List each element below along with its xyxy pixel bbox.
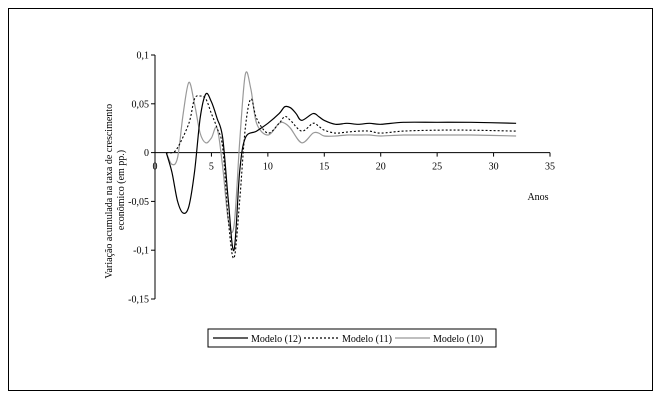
legend-label-modelo-12: Modelo (12): [251, 334, 301, 345]
x-tick-label: 30: [489, 162, 499, 173]
legend-label-modelo-11: Modelo (11): [342, 334, 392, 345]
series-line-modelo-12: [165, 92, 517, 251]
x-axis-label: Anos: [527, 192, 548, 203]
y-tick-label: -0,1: [133, 246, 149, 257]
x-tick-label: 0: [153, 162, 158, 173]
x-tick-label: 5: [209, 162, 214, 173]
y-axis-label-line-1: Variação acumulada na taxa de cresciment…: [104, 104, 115, 279]
y-tick-label: 0,1: [137, 51, 150, 62]
legend: Modelo (12) Modelo (11) Modelo (10): [207, 328, 497, 348]
x-tick-label: 10: [263, 162, 273, 173]
y-tick-label: 0: [144, 148, 149, 159]
y-tick-label: -0,05: [128, 197, 149, 208]
series-line-modelo-11: [166, 95, 517, 259]
axes: 0,1 0,05 0 -0,05 -0,1 -0,15 0 5 10 15 20 25 30 35: [128, 51, 555, 306]
legend-box: [207, 328, 497, 348]
legend-label-modelo-10: Modelo (10): [433, 334, 483, 345]
x-tick-label: 20: [376, 162, 386, 173]
x-tick-label: 25: [432, 162, 442, 173]
y-tick-label: 0,05: [132, 99, 150, 110]
series-lines: [165, 71, 517, 259]
y-axis-label-line-2: econômico (em pp.): [116, 150, 127, 230]
x-tick-label: 15: [319, 162, 329, 173]
chart-frame: [8, 8, 653, 391]
y-axis-label: Variação acumulada na taxa de cresciment…: [104, 101, 127, 278]
y-tick-label: -0,15: [128, 295, 149, 306]
x-tick-label: 35: [545, 162, 555, 173]
